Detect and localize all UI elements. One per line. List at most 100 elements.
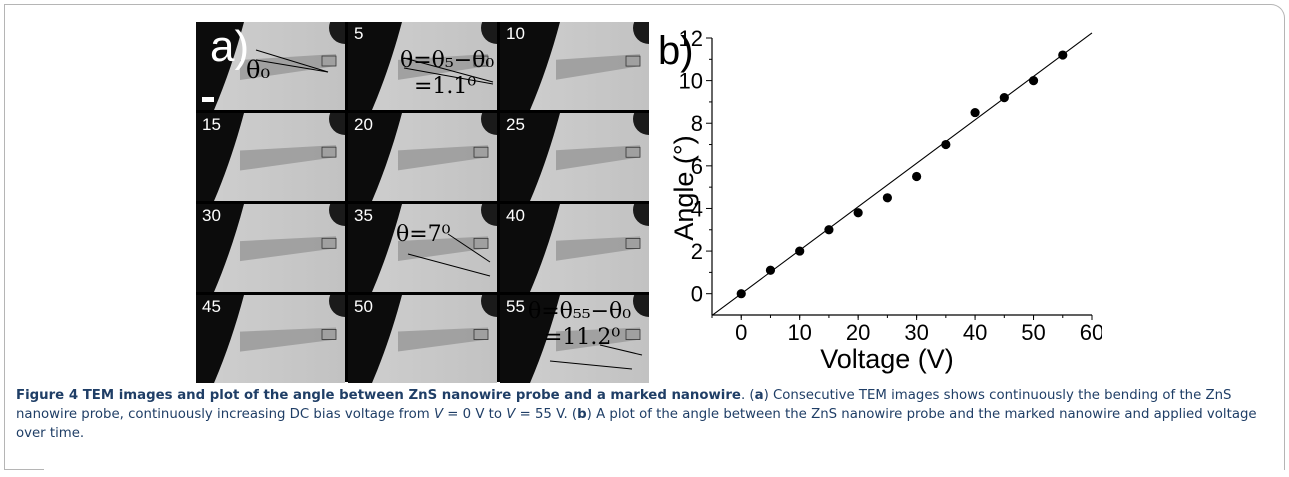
marked-nanowire-box: [321, 329, 337, 340]
y-tick-label: 0: [691, 282, 703, 307]
panel-voltage-label: 30: [202, 206, 221, 225]
angle-reference-line: [599, 344, 643, 356]
panel-voltage-label: 45: [202, 297, 221, 316]
tem-image-grid: a) θ₀ 5 θ=θ₅−θ₀ =1.1⁰ 10 15 20 25 30 35 θ=7⁰ 40 45 50 5…: [196, 22, 649, 383]
angle-annotation: =1.1⁰: [414, 74, 477, 99]
data-points: [736, 50, 1068, 299]
data-point: [912, 171, 922, 182]
data-point: [970, 107, 980, 118]
marked-nanowire-box: [473, 237, 489, 249]
nanowire: [398, 236, 488, 261]
probe-tip-shadow: [481, 113, 497, 135]
y-tick-label: 12: [679, 26, 703, 51]
scale-bar: [202, 97, 214, 102]
panel-voltage-label: 50: [354, 297, 373, 316]
x-tick-labels: 0 10 20 30 40 50 60: [735, 320, 1102, 345]
plot-axes: [706, 37, 1093, 320]
probe-tip-shadow: [329, 204, 345, 226]
nanowire: [398, 145, 488, 171]
specimen-dark-region: [196, 113, 244, 201]
nanowire: [240, 54, 336, 80]
marked-nanowire-box: [625, 146, 641, 158]
y-tick-label: 10: [679, 69, 703, 94]
data-point: [795, 246, 805, 256]
panel-voltage-label: 40: [506, 206, 525, 225]
angle-reference-line: [447, 233, 491, 263]
probe-tip-shadow: [481, 295, 497, 317]
specimen-dark-region: [348, 295, 402, 383]
panel-voltage-label: 10: [506, 24, 525, 43]
tem-image: [500, 204, 649, 292]
y-tick-label: 4: [691, 196, 703, 221]
fit-line-group: [711, 32, 1093, 316]
nanowire: [556, 145, 640, 171]
specimen-dark-region: [196, 22, 244, 110]
tem-image: [196, 295, 345, 383]
data-point: [824, 225, 834, 235]
x-tick-label: 40: [963, 320, 987, 345]
caption-v1-text: = 0 V to: [443, 407, 507, 422]
tem-image: [348, 295, 497, 383]
caption-v2-text: = 55 V. (: [515, 407, 578, 422]
specimen-dark-region: [348, 113, 402, 201]
angle-reference-line: [407, 253, 491, 277]
caption-a-letter: a: [754, 388, 764, 403]
tem-panel: 20: [348, 113, 497, 201]
x-tick-label: 10: [787, 320, 811, 345]
tem-image: [196, 113, 345, 201]
angle-reference-line: [403, 57, 494, 83]
angle-annotation: =11.2⁰: [544, 325, 621, 350]
tem-panel: 10: [500, 22, 649, 110]
data-point: [1058, 50, 1068, 60]
y-tick-label: 6: [691, 154, 703, 179]
y-tick-label: 2: [691, 239, 703, 264]
angle-annotation: θ=θ₅−θ₀: [400, 48, 495, 73]
data-point: [1028, 76, 1039, 86]
x-tick-label: 50: [1021, 320, 1045, 345]
probe-tip-shadow: [481, 204, 497, 226]
marked-nanowire-box: [321, 237, 337, 249]
angle-reference-line: [403, 67, 494, 85]
nanowire: [556, 327, 640, 352]
tem-panel: a) θ₀: [196, 22, 345, 110]
probe-tip-shadow: [633, 113, 649, 135]
nanowire: [398, 54, 488, 80]
marked-nanowire-box: [625, 329, 641, 340]
tem-image: [500, 113, 649, 201]
data-point: [765, 265, 776, 275]
x-tick-label: 30: [904, 320, 928, 345]
panel-voltage-label: 20: [354, 115, 373, 134]
tem-panel: 45: [196, 295, 345, 383]
tem-panel: 55 θ=θ₅₅−θ₀ =11.2⁰: [500, 295, 649, 383]
panel-a-label: a): [210, 22, 250, 71]
y-tick-label: 8: [691, 111, 703, 136]
figure-caption: Figure 4 TEM images and plot of the angl…: [16, 386, 1278, 443]
caption-b-letter: b: [577, 407, 587, 422]
tem-image: [500, 295, 649, 383]
panel-voltage-label: 25: [506, 115, 525, 134]
nanowire: [398, 327, 488, 352]
specimen-dark-region: [196, 295, 244, 383]
data-point: [736, 289, 746, 299]
angle-reference-line: [255, 49, 329, 73]
data-point: [941, 139, 951, 150]
specimen-dark-region: [500, 113, 560, 201]
nanowire: [240, 145, 336, 171]
panel-voltage-label: 5: [354, 24, 364, 43]
panel-voltage-label: 55: [506, 297, 525, 316]
specimen-dark-region: [500, 22, 560, 110]
marked-nanowire-box: [625, 238, 641, 249]
tem-image: [348, 113, 497, 201]
specimen-dark-region: [196, 204, 244, 292]
angle-annotation: θ₀: [246, 56, 271, 84]
tem-panel: 5 θ=θ₅−θ₀ =1.1⁰: [348, 22, 497, 110]
data-point: [853, 208, 863, 218]
tem-panel: 15: [196, 113, 345, 201]
tem-panel: 40: [500, 204, 649, 292]
tem-panel: 50: [348, 295, 497, 383]
data-point: [999, 93, 1009, 103]
angle-reference-line: [255, 59, 329, 73]
tem-panel: 25: [500, 113, 649, 201]
caption-title: Figure 4 TEM images and plot of the angl…: [16, 388, 741, 403]
caption-b-text: ) A plot of the angle between the ZnS na…: [16, 407, 1257, 441]
